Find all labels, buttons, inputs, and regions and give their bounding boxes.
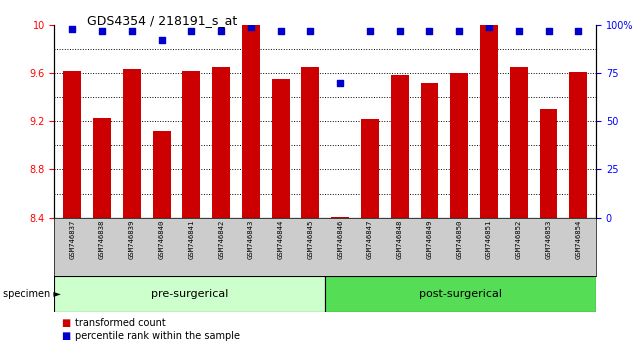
Point: [365, 28, 375, 33]
Bar: [450, 73, 468, 218]
Text: GSM746849: GSM746849: [426, 220, 433, 259]
Bar: [391, 75, 409, 218]
Bar: [301, 67, 319, 218]
Point: [156, 38, 167, 43]
Point: [573, 28, 583, 33]
Bar: [63, 70, 81, 218]
Bar: [569, 72, 587, 218]
Point: [216, 28, 226, 33]
Bar: [420, 82, 438, 218]
Text: GSM746844: GSM746844: [278, 220, 284, 259]
Text: GSM746851: GSM746851: [486, 220, 492, 259]
Point: [97, 28, 107, 33]
Text: GSM746850: GSM746850: [456, 220, 462, 259]
Text: GSM746839: GSM746839: [129, 220, 135, 259]
Text: specimen ►: specimen ►: [3, 289, 61, 299]
Point: [424, 28, 435, 33]
Bar: [510, 67, 528, 218]
Point: [395, 28, 405, 33]
Bar: [93, 118, 111, 218]
Text: GSM746852: GSM746852: [516, 220, 522, 259]
Point: [67, 26, 78, 32]
Text: transformed count: transformed count: [75, 318, 166, 328]
Text: percentile rank within the sample: percentile rank within the sample: [75, 331, 240, 341]
Text: post-surgerical: post-surgerical: [419, 289, 502, 299]
Text: GSM746843: GSM746843: [248, 220, 254, 259]
FancyBboxPatch shape: [326, 276, 596, 312]
Point: [335, 80, 345, 85]
Text: GSM746848: GSM746848: [397, 220, 403, 259]
Bar: [242, 25, 260, 218]
Text: GSM746853: GSM746853: [545, 220, 551, 259]
Bar: [331, 217, 349, 218]
Text: ■: ■: [61, 318, 70, 328]
Bar: [123, 69, 141, 218]
Text: GSM746847: GSM746847: [367, 220, 373, 259]
Text: GDS4354 / 218191_s_at: GDS4354 / 218191_s_at: [87, 14, 237, 27]
Point: [127, 28, 137, 33]
Bar: [212, 67, 230, 218]
Point: [276, 28, 286, 33]
Point: [544, 28, 554, 33]
Bar: [272, 79, 290, 218]
Point: [484, 24, 494, 29]
Text: GSM746845: GSM746845: [308, 220, 313, 259]
Point: [305, 28, 315, 33]
Bar: [153, 131, 171, 218]
Text: GSM746854: GSM746854: [575, 220, 581, 259]
Text: GSM746840: GSM746840: [158, 220, 165, 259]
Point: [246, 24, 256, 29]
Bar: [540, 109, 558, 218]
FancyBboxPatch shape: [54, 276, 326, 312]
Text: GSM746842: GSM746842: [218, 220, 224, 259]
Text: ■: ■: [61, 331, 70, 341]
Bar: [480, 25, 498, 218]
Text: GSM746837: GSM746837: [69, 220, 76, 259]
Text: GSM746838: GSM746838: [99, 220, 105, 259]
Point: [454, 28, 464, 33]
Text: pre-surgerical: pre-surgerical: [151, 289, 229, 299]
Point: [187, 28, 197, 33]
Text: GSM746846: GSM746846: [337, 220, 343, 259]
Bar: [361, 119, 379, 218]
Text: GSM746841: GSM746841: [188, 220, 194, 259]
Bar: [183, 70, 200, 218]
Point: [513, 28, 524, 33]
